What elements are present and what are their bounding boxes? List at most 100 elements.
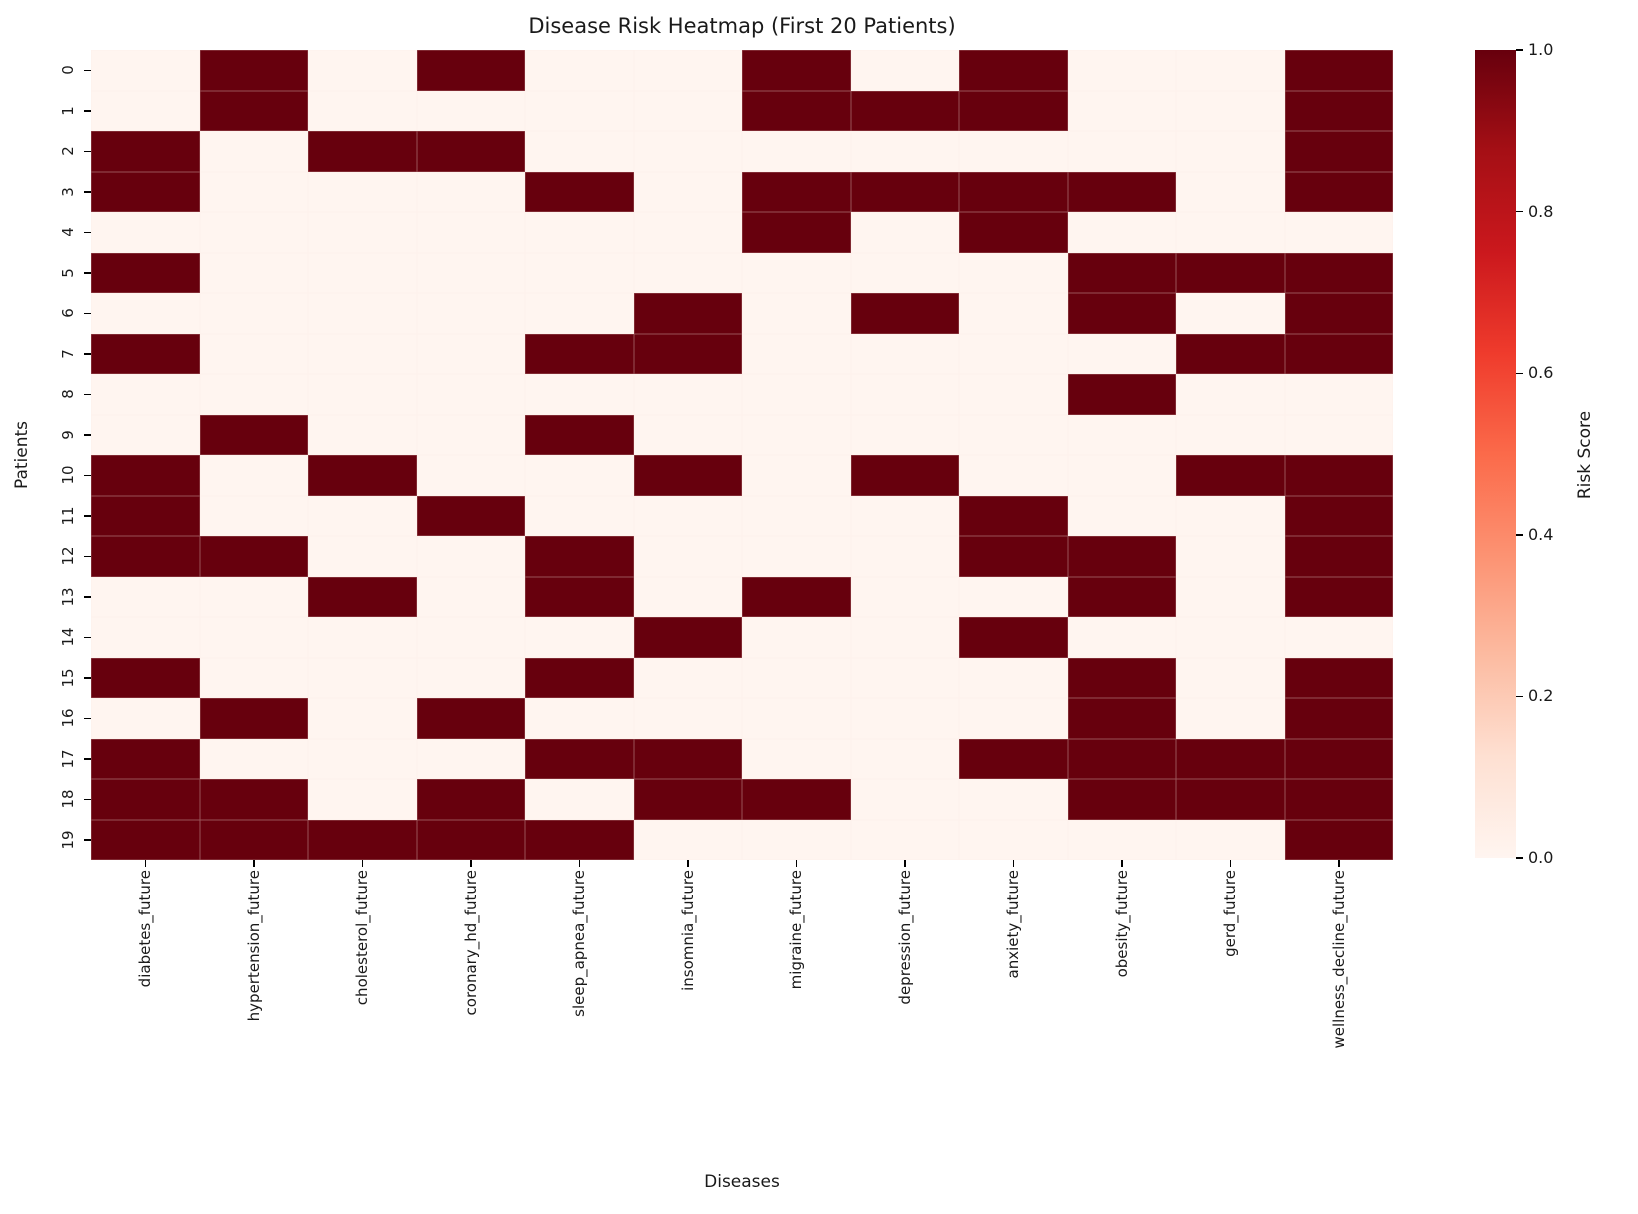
heatmap-cell	[1284, 819, 1393, 860]
heatmap-cell	[91, 819, 200, 860]
heatmap-cell	[525, 374, 634, 415]
heatmap-cell	[1176, 536, 1285, 577]
heatmap-cell	[959, 212, 1068, 253]
heatmap-cell	[91, 779, 200, 820]
heatmap-cell	[1176, 90, 1285, 131]
heatmap-cell	[1284, 536, 1393, 577]
heatmap-cell	[91, 212, 200, 253]
heatmap-cell	[1284, 657, 1393, 698]
colorbar-tick-label: 1.0	[1528, 40, 1554, 59]
heatmap-cell	[91, 131, 200, 172]
heatmap-cell	[199, 50, 308, 91]
heatmap-cell	[91, 90, 200, 131]
y-axis-label: Patients	[12, 420, 32, 490]
heatmap-cell	[850, 779, 959, 820]
heatmap-cell	[959, 536, 1068, 577]
heatmap-cell	[308, 171, 417, 212]
heatmap-cell	[850, 576, 959, 617]
heatmap-cell	[959, 293, 1068, 334]
heatmap-cell	[91, 293, 200, 334]
heatmap-cell	[742, 50, 851, 91]
heatmap-cell	[1176, 819, 1285, 860]
heatmap-cell	[416, 171, 525, 212]
y-tick-label: 18	[59, 789, 77, 809]
y-tick-mark	[84, 191, 91, 193]
heatmap-cell	[1176, 212, 1285, 253]
heatmap-cell	[1284, 90, 1393, 131]
heatmap-cell	[199, 374, 308, 415]
heatmap-cell	[91, 252, 200, 293]
heatmap-cell	[416, 293, 525, 334]
heatmap-cell	[633, 657, 742, 698]
heatmap-cell	[308, 50, 417, 91]
heatmap-cell	[91, 495, 200, 536]
heatmap-cell	[91, 333, 200, 374]
heatmap-cell	[199, 819, 308, 860]
heatmap-cell	[1067, 131, 1176, 172]
heatmap-cell	[416, 495, 525, 536]
heatmap-cell	[199, 657, 308, 698]
heatmap-cell	[525, 414, 634, 455]
heatmap-cell	[525, 131, 634, 172]
heatmap-cell	[1284, 455, 1393, 496]
y-tick-mark	[84, 596, 91, 598]
colorbar-tick-mark	[1516, 857, 1523, 859]
heatmap-cell	[525, 171, 634, 212]
heatmap-cell	[742, 455, 851, 496]
heatmap-cell	[633, 131, 742, 172]
heatmap-cell	[199, 779, 308, 820]
heatmap-cell	[1176, 455, 1285, 496]
heatmap-cell	[1176, 374, 1285, 415]
y-tick-label: 6	[59, 308, 77, 319]
y-tick-label: 12	[59, 546, 77, 566]
colorbar-tick-mark	[1516, 695, 1523, 698]
heatmap-cell	[633, 819, 742, 860]
heatmap-cell	[1176, 617, 1285, 658]
heatmap-cell	[1067, 617, 1176, 658]
x-tick-label: gerd_future	[1221, 870, 1240, 957]
heatmap-cell	[308, 576, 417, 617]
heatmap-cell	[1067, 171, 1176, 212]
heatmap-cell	[525, 536, 634, 577]
heatmap-cell	[416, 90, 525, 131]
heatmap-cell	[1284, 576, 1393, 617]
heatmap-cell	[742, 738, 851, 779]
x-tick-label: sleep_apnea_future	[570, 870, 589, 1017]
heatmap-cell	[416, 779, 525, 820]
heatmap-cell	[850, 252, 959, 293]
heatmap-cell	[742, 90, 851, 131]
heatmap-cell	[91, 576, 200, 617]
heatmap-cell	[199, 495, 308, 536]
heatmap-cell	[850, 536, 959, 577]
y-tick-mark	[84, 434, 91, 436]
heatmap-cell	[199, 455, 308, 496]
colorbar-tick-mark	[1516, 534, 1523, 536]
chart-title: Disease Risk Heatmap (First 20 Patients)	[528, 14, 956, 38]
heatmap-cell	[1284, 293, 1393, 334]
heatmap-cell	[959, 738, 1068, 779]
y-tick-label: 19	[59, 830, 77, 850]
heatmap-cell	[742, 171, 851, 212]
x-tick-mark	[144, 860, 146, 867]
y-tick-label: 5	[59, 268, 77, 278]
heatmap-cell	[1067, 657, 1176, 698]
colorbar-tick-label: 0.0	[1528, 848, 1554, 867]
heatmap-cell	[633, 50, 742, 91]
y-tick-label: 8	[59, 389, 77, 400]
colorbar-tick-mark	[1516, 49, 1523, 51]
heatmap-cell	[959, 779, 1068, 820]
heatmap-cell	[742, 698, 851, 739]
heatmap-cell	[959, 131, 1068, 172]
heatmap-cell	[416, 131, 525, 172]
heatmap-cell	[633, 293, 742, 334]
heatmap-cell	[1176, 576, 1285, 617]
heatmap-cell	[416, 333, 525, 374]
heatmap-cell	[416, 819, 525, 860]
colorbar-tick-label: 0.2	[1528, 686, 1554, 706]
heatmap-cell	[199, 576, 308, 617]
heatmap-cell	[308, 252, 417, 293]
heatmap-cell	[308, 495, 417, 536]
heatmap-cell	[91, 414, 200, 455]
heatmap-cell	[308, 414, 417, 455]
